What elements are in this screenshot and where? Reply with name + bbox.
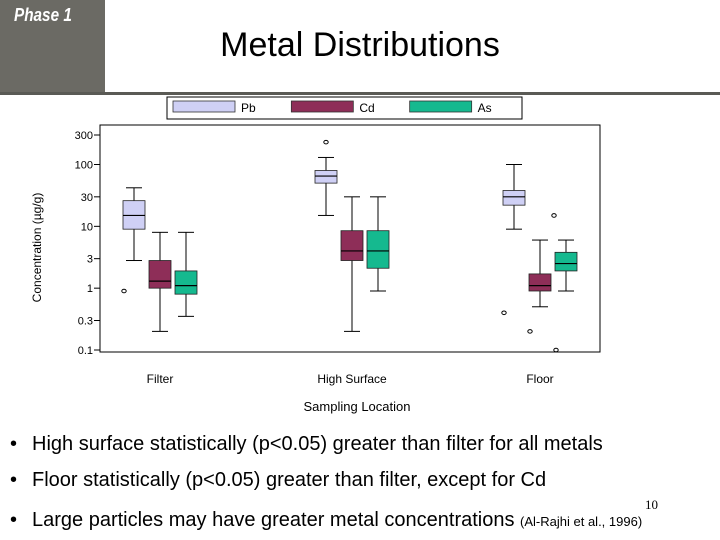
- header: Phase 1 Metal Distributions: [0, 0, 720, 92]
- y-tick-label: 0.1: [78, 345, 93, 357]
- phase-label: Phase 1: [14, 5, 72, 25]
- x-category-label: High Surface: [317, 372, 387, 386]
- outlier-point: [553, 347, 559, 353]
- box-as: [554, 251, 578, 272]
- bullet-item: • High surface statistically (p<0.05) gre…: [10, 433, 603, 455]
- y-tick-label: 3: [87, 254, 93, 266]
- y-tick-label: 300: [75, 130, 93, 142]
- box-plot-chart: Pb Cd As 0.1 0.3 1 3 10 30 100 300 Concentration (µ…: [30, 96, 601, 414]
- legend-swatch: [172, 100, 236, 113]
- outlier-point: [551, 213, 557, 218]
- y-tick-label: 10: [81, 221, 93, 233]
- box-pb: [502, 190, 526, 206]
- citation: (Al-Rajhi et al., 1996): [520, 514, 643, 529]
- y-axis-label: Concentration (µg/g): [30, 193, 44, 303]
- legend-swatch: [409, 100, 473, 113]
- box-as: [366, 230, 390, 269]
- box-as: [174, 270, 198, 295]
- legend-label: Cd: [359, 101, 374, 115]
- bullet-text: Large particles may have greater metal c…: [32, 509, 515, 531]
- bullet-item: • Floor statistically (p<0.05) greater th…: [10, 469, 547, 491]
- box-cd: [148, 260, 172, 289]
- box-cd: [340, 230, 364, 261]
- y-tick-label: 0.3: [78, 315, 93, 327]
- slide-title: Metal Distributions: [220, 26, 500, 64]
- outlier-point: [501, 310, 507, 316]
- legend-label: As: [478, 101, 492, 115]
- x-category-label: Floor: [526, 372, 553, 386]
- outlier-point: [323, 139, 329, 145]
- header-band: [0, 0, 105, 92]
- y-tick-label: 30: [81, 192, 93, 204]
- page-number: 10: [645, 497, 658, 512]
- x-category-label: Filter: [147, 372, 174, 386]
- y-tick-label: 100: [75, 160, 93, 172]
- legend-label: Pb: [241, 101, 256, 115]
- bullet-text: High surface statistically (p<0.05) grea…: [32, 433, 603, 455]
- y-tick-label: 1: [87, 283, 93, 295]
- bullet-item: • Large particles may have greater metal …: [10, 509, 643, 531]
- legend-swatch: [290, 100, 354, 113]
- x-axis-label: Sampling Location: [304, 399, 411, 414]
- header-divider: [0, 92, 720, 95]
- outlier-point: [527, 329, 533, 334]
- box-cd: [528, 273, 552, 292]
- box-pb: [314, 170, 338, 184]
- outlier-point: [121, 288, 127, 294]
- bullet-text: Floor statistically (p<0.05) greater tha…: [32, 469, 547, 491]
